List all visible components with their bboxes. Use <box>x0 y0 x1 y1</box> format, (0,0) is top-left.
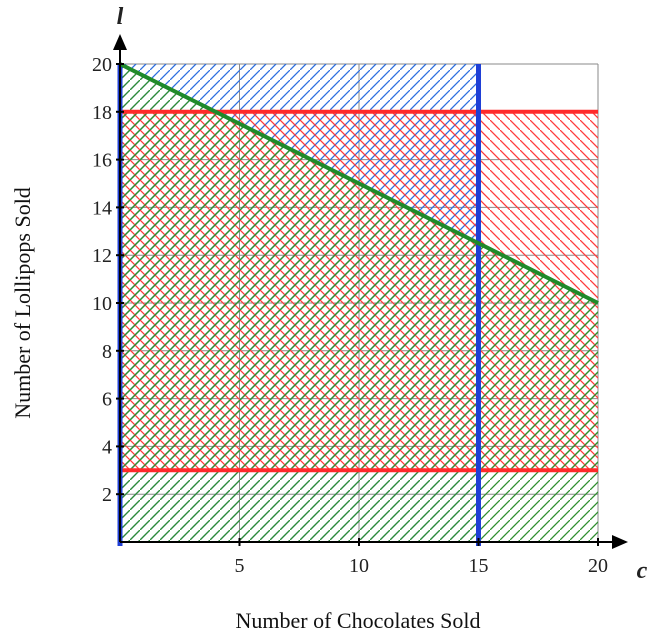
x-tick-label: 10 <box>349 555 369 577</box>
y-tick-label: 6 <box>102 389 112 411</box>
y-tick-label: 14 <box>92 197 112 219</box>
y-tick-label: 2 <box>102 484 112 506</box>
y-axis-arrow <box>113 34 127 50</box>
y-axis-title: Number of Lollipops Sold <box>10 187 35 419</box>
y-tick-label: 4 <box>102 436 112 458</box>
y-tick-label: 18 <box>92 102 112 124</box>
y-tick-label: 10 <box>92 293 112 315</box>
y-tick-label: 8 <box>102 341 112 363</box>
y-tick-label: 12 <box>92 245 112 267</box>
x-tick-label: 15 <box>469 555 489 577</box>
y-tick-label: 20 <box>92 54 112 76</box>
y-tick-label: 16 <box>92 150 112 172</box>
x-tick-label: 5 <box>235 555 245 577</box>
line-budget-constraint <box>119 62 599 305</box>
x-axis-arrow <box>612 535 628 549</box>
x-axis-variable: c <box>637 558 648 584</box>
axes <box>113 34 628 549</box>
tick-labels: 2 4 6 8 10 12 14 16 18 20 5 10 15 20 <box>92 54 608 577</box>
x-tick-label: 20 <box>588 555 608 577</box>
y-axis-variable: l <box>117 4 124 30</box>
x-axis-title: Number of Chocolates Sold <box>235 608 480 633</box>
